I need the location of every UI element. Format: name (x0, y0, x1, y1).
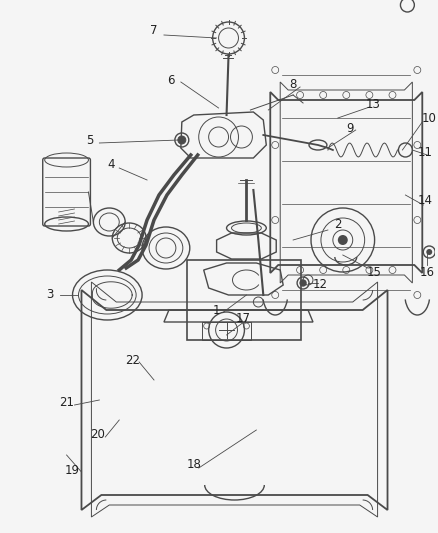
Circle shape (338, 235, 348, 245)
Text: 22: 22 (125, 353, 140, 367)
Text: 3: 3 (46, 288, 53, 302)
Circle shape (300, 280, 306, 286)
Circle shape (178, 136, 186, 144)
Text: 14: 14 (418, 193, 433, 206)
Text: 20: 20 (90, 429, 105, 441)
Text: 13: 13 (365, 99, 380, 111)
Text: 9: 9 (346, 122, 353, 134)
Text: 16: 16 (420, 265, 435, 279)
Text: 8: 8 (290, 78, 297, 92)
Text: 19: 19 (65, 464, 80, 477)
Text: 12: 12 (312, 279, 328, 292)
Text: 11: 11 (418, 146, 433, 158)
Text: 6: 6 (167, 74, 175, 86)
Text: 2: 2 (334, 219, 342, 231)
Text: 15: 15 (367, 265, 382, 279)
Text: 21: 21 (59, 397, 74, 409)
Text: 10: 10 (422, 111, 437, 125)
Text: 5: 5 (86, 133, 93, 147)
Text: 18: 18 (186, 458, 201, 472)
Text: 7: 7 (150, 23, 158, 36)
Text: 4: 4 (108, 158, 115, 172)
Text: 1: 1 (213, 303, 220, 317)
Circle shape (426, 249, 432, 255)
Text: 17: 17 (236, 311, 251, 325)
